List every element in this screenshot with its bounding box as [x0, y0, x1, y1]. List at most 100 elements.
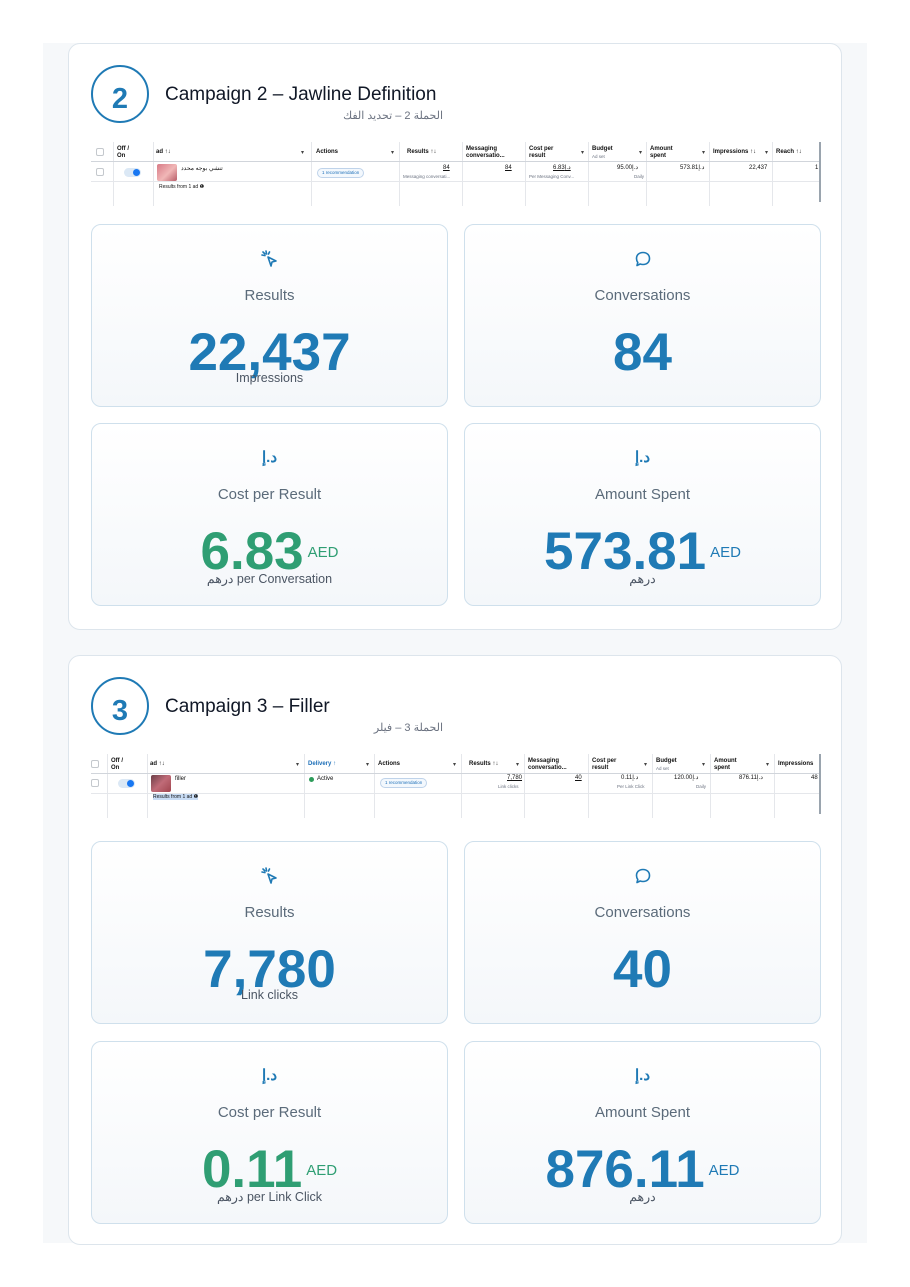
tile-value: 7,780 — [203, 940, 336, 999]
recommendation-badge[interactable]: 1 recommendation — [380, 778, 428, 788]
col-cost-per-result[interactable]: Cost per result — [592, 758, 617, 771]
col-actions[interactable]: Actions — [316, 149, 339, 155]
campaign-number-badge: 2 — [91, 65, 149, 123]
tile-value: 84 — [613, 323, 672, 382]
tile-sub: Link clicks — [241, 988, 298, 1002]
col-amount-spent[interactable]: Amount spent — [714, 758, 737, 771]
tile-value: 876.11 — [545, 1140, 705, 1199]
tile-unit: AED — [307, 544, 339, 561]
dirham-icon: د.إ — [261, 449, 277, 466]
chevron-down-icon[interactable]: ▾ — [366, 762, 370, 768]
chevron-down-icon[interactable]: ▾ — [391, 150, 395, 156]
col-budget[interactable]: Budget — [592, 146, 613, 152]
results-from-summary: Results from 1 ad ❶ — [153, 794, 199, 800]
cell-messaging: 40 — [575, 775, 582, 781]
campaign-number-badge: 3 — [91, 677, 149, 735]
chat-bubble-icon — [465, 867, 820, 890]
cursor-click-icon — [92, 867, 447, 890]
cell-budget: 120.00د.إ — [674, 775, 699, 781]
tile-label: Conversations — [594, 287, 691, 304]
cell-amount: 876.11د.إ — [739, 775, 763, 781]
chevron-down-icon[interactable]: ▾ — [453, 762, 457, 768]
col-delivery[interactable]: Delivery ↑ — [308, 761, 337, 767]
col-messaging[interactable]: Messaging conversatio... — [466, 146, 505, 159]
cell-results-sub: Messaging conversati... — [403, 174, 451, 179]
status-dot-icon — [309, 777, 314, 782]
tile-sub: درهم per Conversation — [206, 572, 333, 586]
ad-name[interactable]: تنشي بوجه محدد — [181, 166, 223, 172]
tile-value: 573.81 — [544, 522, 707, 581]
tile-sub: درهم — [629, 572, 656, 586]
col-offon[interactable]: Off / On — [111, 758, 123, 771]
col-amount-spent[interactable]: Amount spent — [650, 146, 673, 159]
col-ad[interactable]: ad ↑↓ — [150, 761, 165, 767]
ad-toggle[interactable] — [118, 779, 135, 788]
cell-results-sub: Link clicks — [498, 784, 519, 789]
campaign-card-3: 3 Campaign 3 – Filler الحملة 3 – فيلر Of… — [68, 655, 842, 1245]
tile-sub: Impressions — [235, 371, 304, 385]
row-checkbox[interactable] — [91, 779, 99, 787]
chevron-down-icon[interactable]: ▾ — [702, 762, 706, 768]
chevron-down-icon[interactable]: ▾ — [702, 150, 706, 156]
cell-cost: 0.11د.إ — [621, 775, 639, 781]
campaign-card-2: 2 Campaign 2 – Jawline Definition الحملة… — [68, 43, 842, 630]
col-messaging[interactable]: Messaging conversatio... — [528, 758, 567, 771]
tile-unit: AED — [306, 1162, 338, 1179]
col-reach[interactable]: Reach ↑↓ — [776, 149, 802, 155]
chevron-down-icon[interactable]: ▾ — [644, 762, 648, 768]
col-cost-per-result[interactable]: Cost per result — [529, 146, 554, 159]
chevron-down-icon[interactable]: ▾ — [765, 150, 769, 156]
select-all-checkbox[interactable] — [96, 148, 104, 156]
tile-value-wrap: 0.11 AED — [92, 1140, 447, 1201]
col-results[interactable]: Results ↑↓ — [407, 149, 437, 155]
col-actions[interactable]: Actions — [378, 761, 401, 767]
chat-bubble-icon — [465, 250, 820, 273]
cell-impressions: 22,437 — [749, 165, 768, 171]
tile-label: Results — [244, 287, 295, 304]
col-results[interactable]: Results ↑↓ — [469, 761, 499, 767]
chevron-down-icon[interactable]: ▾ — [639, 150, 643, 156]
chevron-down-icon[interactable]: ▾ — [766, 762, 770, 768]
chevron-down-icon[interactable]: ▾ — [516, 762, 520, 768]
col-offon[interactable]: Off / On — [117, 146, 129, 159]
cell-reach: 1 — [815, 165, 819, 171]
col-budget-sub: Ad set — [656, 766, 669, 771]
tile-unit: AED — [708, 1162, 740, 1179]
tile-label: Cost per Result — [217, 1104, 322, 1121]
select-all-checkbox[interactable] — [91, 760, 99, 768]
cell-results: 7,780 — [507, 775, 523, 781]
tile-amount-spent: د.إ Amount Spent 573.81 AED درهم — [464, 423, 821, 606]
tile-label: Cost per Result — [217, 486, 322, 503]
cell-cost: 6.83د.إ — [553, 165, 571, 171]
campaign-title: Campaign 2 – Jawline Definition — [165, 84, 437, 105]
col-budget[interactable]: Budget — [656, 758, 677, 764]
results-from-summary: Results from 1 ad ❶ — [159, 184, 205, 190]
dirham-icon: د.إ — [261, 1067, 277, 1084]
row-checkbox[interactable] — [96, 168, 104, 176]
tile-sub: درهم — [629, 1190, 656, 1204]
col-impressions[interactable]: Impressions — [778, 761, 814, 767]
cell-results: 84 — [443, 165, 450, 171]
tile-label: Amount Spent — [594, 486, 691, 503]
chevron-down-icon[interactable]: ▾ — [296, 762, 300, 768]
ad-name[interactable]: filler — [175, 776, 187, 782]
campaign-subtitle-arabic: الحملة 2 – تحديد الفك — [343, 110, 443, 122]
tile-label: Amount Spent — [594, 1104, 691, 1121]
tile-cost-per-result: د.إ Cost per Result 6.83 AED درهم per Con… — [91, 423, 448, 606]
tile-label: Results — [244, 904, 295, 921]
ads-manager-table-screenshot: Off / On ad ↑↓ ▾ Delivery ↑ ▾ Actions ▾ … — [91, 754, 821, 818]
tile-value: 6.83 — [200, 522, 304, 581]
recommendation-badge[interactable]: 1 recommendation — [317, 168, 365, 178]
tile-sub: درهم per Link Click — [216, 1190, 322, 1204]
dirham-icon: د.إ — [634, 1067, 650, 1084]
col-impressions[interactable]: Impressions ↑↓ — [713, 149, 757, 155]
tile-value-wrap: 876.11 AED — [465, 1140, 820, 1201]
tile-unit: AED — [710, 544, 741, 561]
col-ad[interactable]: ad ↑↓ — [156, 149, 171, 155]
chevron-down-icon[interactable]: ▾ — [301, 150, 305, 156]
chevron-down-icon[interactable]: ▾ — [581, 150, 585, 156]
tile-conversations: Conversations 40 — [464, 841, 821, 1024]
ad-toggle[interactable] — [124, 168, 141, 177]
tile-value-wrap: 6.83 AED — [92, 522, 447, 583]
tile-conversations: Conversations 84 — [464, 224, 821, 407]
